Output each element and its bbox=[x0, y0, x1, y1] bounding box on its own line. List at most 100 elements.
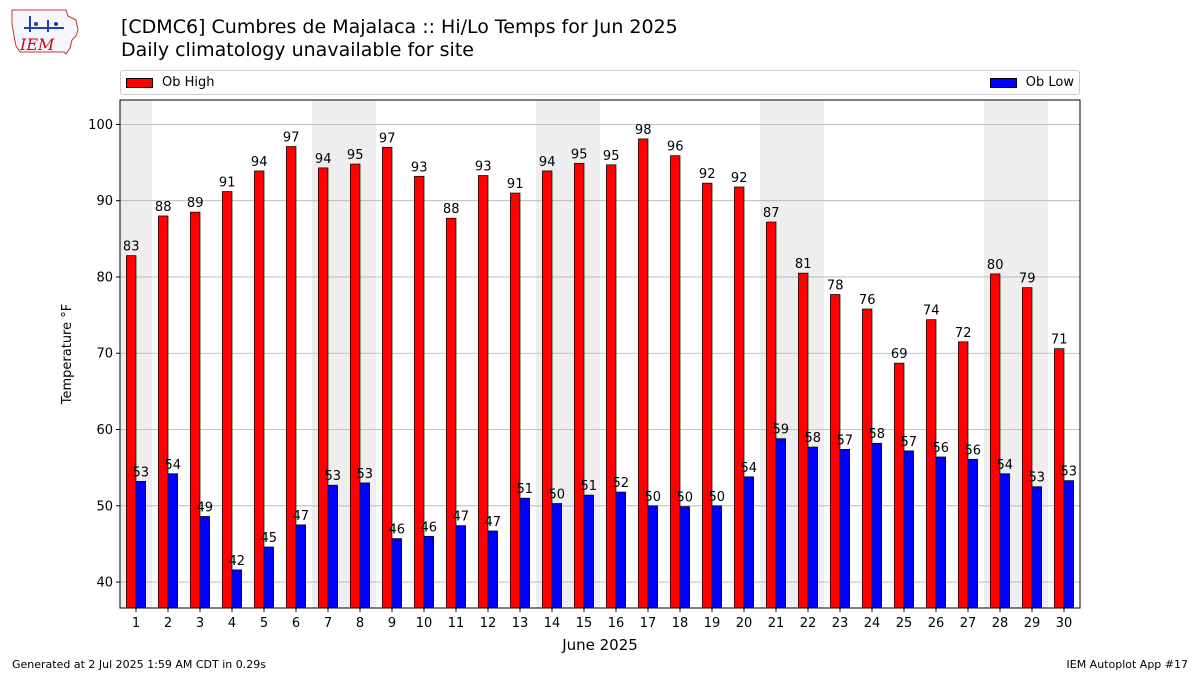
high-label-day-20: 92 bbox=[731, 171, 748, 186]
high-label-day-19: 92 bbox=[699, 167, 716, 182]
low-label-day-30: 53 bbox=[1061, 465, 1078, 480]
low-bar-day-25 bbox=[903, 450, 914, 609]
high-label-day-21: 87 bbox=[763, 206, 780, 221]
low-label-day-16: 52 bbox=[613, 476, 630, 491]
high-bar-day-28 bbox=[990, 273, 1001, 609]
low-bar-day-26 bbox=[935, 456, 946, 609]
high-label-day-1: 83 bbox=[123, 240, 140, 255]
low-label-day-24: 58 bbox=[869, 427, 886, 442]
low-bar-day-23 bbox=[839, 448, 850, 609]
low-label-day-6: 47 bbox=[293, 509, 310, 524]
low-bar-day-28 bbox=[999, 473, 1010, 609]
high-label-day-15: 95 bbox=[571, 147, 588, 162]
legend-item-high: Ob High bbox=[126, 75, 215, 90]
low-label-day-8: 53 bbox=[357, 467, 374, 482]
low-bar-day-17 bbox=[647, 505, 658, 609]
y-tick-label-60: 60 bbox=[96, 423, 113, 438]
high-bar-day-25 bbox=[894, 362, 905, 609]
high-bar-day-9 bbox=[382, 146, 393, 609]
low-bar-day-10 bbox=[423, 535, 434, 609]
legend-swatch-low bbox=[989, 77, 1017, 88]
high-label-day-8: 95 bbox=[347, 148, 364, 163]
low-bar-day-19 bbox=[711, 505, 722, 609]
x-tick-label-25: 25 bbox=[896, 616, 913, 631]
y-tick-label-80: 80 bbox=[96, 270, 113, 285]
high-label-day-29: 79 bbox=[1019, 272, 1036, 287]
low-bar-day-29 bbox=[1031, 486, 1042, 609]
low-label-day-21: 59 bbox=[773, 423, 790, 438]
high-bar-day-14 bbox=[542, 170, 553, 609]
low-label-day-22: 58 bbox=[805, 431, 822, 446]
x-tick-label-28: 28 bbox=[992, 616, 1009, 631]
low-bar-day-22 bbox=[807, 446, 818, 609]
low-bar-day-16 bbox=[615, 491, 626, 609]
high-label-day-14: 94 bbox=[539, 155, 556, 170]
high-label-day-3: 89 bbox=[187, 196, 204, 211]
high-label-day-24: 76 bbox=[859, 293, 876, 308]
y-tick-label-70: 70 bbox=[96, 347, 113, 362]
low-bar-day-12 bbox=[487, 530, 498, 609]
high-bar-day-7 bbox=[318, 167, 329, 609]
high-bar-day-18 bbox=[670, 155, 681, 609]
low-label-day-12: 47 bbox=[485, 515, 502, 530]
x-tick-label-3: 3 bbox=[196, 616, 204, 631]
low-label-day-10: 46 bbox=[421, 520, 438, 535]
bars bbox=[126, 138, 1074, 609]
logo-text: IEM bbox=[19, 35, 55, 54]
low-bar-day-27 bbox=[967, 458, 978, 609]
low-label-day-7: 53 bbox=[325, 469, 342, 484]
low-bar-day-24 bbox=[871, 442, 882, 609]
high-bar-day-2 bbox=[158, 215, 169, 609]
low-label-day-25: 57 bbox=[901, 435, 918, 450]
x-tick-label-24: 24 bbox=[864, 616, 881, 631]
high-label-day-25: 69 bbox=[891, 347, 908, 362]
low-bar-day-14 bbox=[551, 503, 562, 609]
low-bar-day-18 bbox=[679, 506, 690, 609]
x-tick-label-15: 15 bbox=[576, 616, 593, 631]
low-label-day-9: 46 bbox=[389, 523, 406, 538]
high-label-day-28: 80 bbox=[987, 258, 1004, 273]
x-tick-label-12: 12 bbox=[480, 616, 497, 631]
legend-item-low: Ob Low bbox=[989, 75, 1074, 90]
x-tick-label-27: 27 bbox=[960, 616, 977, 631]
high-label-day-2: 88 bbox=[155, 200, 172, 215]
high-label-day-27: 72 bbox=[955, 326, 972, 341]
x-tick-label-13: 13 bbox=[512, 616, 529, 631]
high-label-day-9: 97 bbox=[379, 131, 396, 146]
x-tick-label-18: 18 bbox=[672, 616, 689, 631]
high-label-day-10: 93 bbox=[411, 160, 428, 175]
low-bar-day-4 bbox=[231, 569, 242, 609]
x-tick-label-9: 9 bbox=[388, 616, 396, 631]
low-label-day-13: 51 bbox=[517, 482, 534, 497]
x-tick-label-19: 19 bbox=[704, 616, 721, 631]
y-tick-label-50: 50 bbox=[96, 499, 113, 514]
low-label-day-4: 42 bbox=[229, 554, 246, 569]
high-bar-day-23 bbox=[830, 294, 841, 609]
high-bar-day-15 bbox=[574, 162, 585, 609]
high-bar-day-27 bbox=[958, 341, 969, 609]
legend: Ob High Ob Low bbox=[120, 70, 1080, 95]
app-id: IEM Autoplot App #17 bbox=[1066, 658, 1189, 671]
low-bar-day-1 bbox=[135, 481, 146, 609]
high-label-day-23: 78 bbox=[827, 279, 844, 294]
high-bar-day-3 bbox=[190, 211, 201, 609]
low-bar-day-30 bbox=[1063, 480, 1074, 609]
high-label-day-6: 97 bbox=[283, 131, 300, 146]
low-label-day-29: 53 bbox=[1029, 471, 1046, 486]
high-label-day-22: 81 bbox=[795, 257, 812, 272]
x-tick-label-20: 20 bbox=[736, 616, 753, 631]
low-bar-day-2 bbox=[167, 473, 178, 609]
low-bar-day-15 bbox=[583, 494, 594, 609]
iem-logo: IEM bbox=[11, 9, 79, 55]
high-bar-day-19 bbox=[702, 182, 713, 609]
low-label-day-2: 54 bbox=[165, 458, 182, 473]
x-tick-label-8: 8 bbox=[356, 616, 364, 631]
low-label-day-11: 47 bbox=[453, 510, 470, 525]
high-bar-day-6 bbox=[286, 146, 297, 609]
high-bar-day-17 bbox=[638, 138, 649, 609]
high-label-day-16: 95 bbox=[603, 149, 620, 164]
high-label-day-18: 96 bbox=[667, 140, 684, 155]
y-axis-label: Temperature °F bbox=[60, 304, 75, 405]
y-tick-label-40: 40 bbox=[96, 576, 113, 591]
